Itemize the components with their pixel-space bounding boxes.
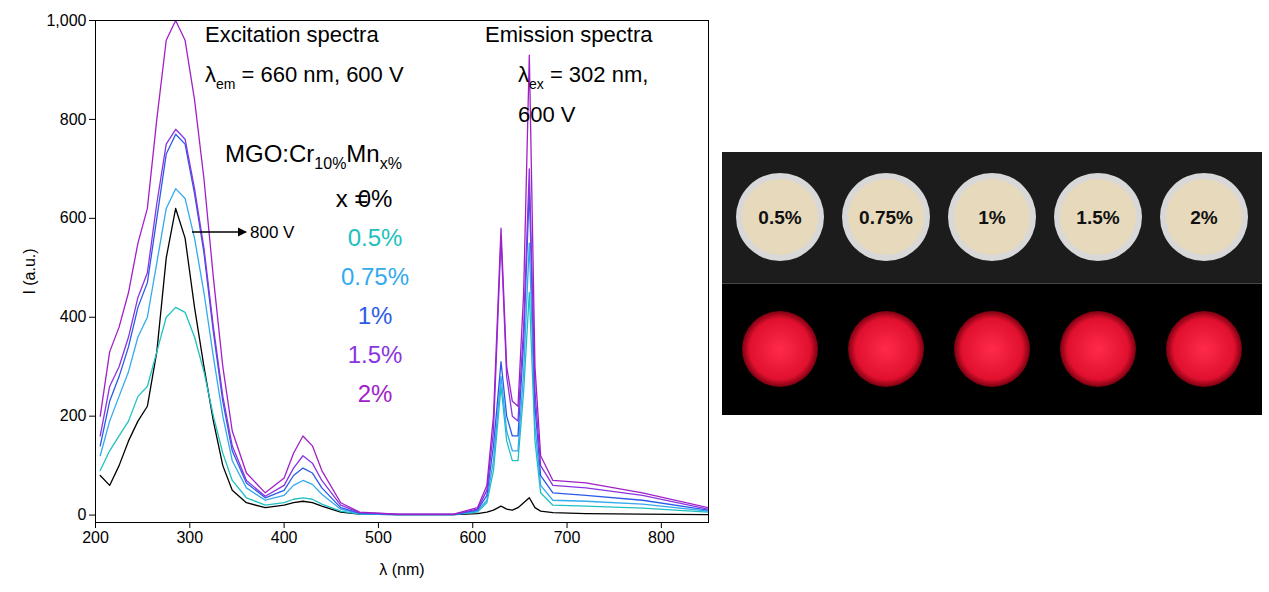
svg-text:600 V: 600 V: [518, 102, 576, 127]
svg-text:x =: x =: [335, 185, 375, 212]
svg-text:0: 0: [78, 506, 87, 523]
svg-text:300: 300: [176, 529, 203, 546]
svg-text:800 V: 800 V: [250, 223, 295, 242]
svg-text:400: 400: [60, 308, 87, 325]
svg-text:1%: 1%: [358, 302, 393, 329]
svg-text:2%: 2%: [358, 380, 393, 407]
svg-text:0%: 0%: [358, 185, 393, 212]
svg-text:0.75%: 0.75%: [859, 207, 913, 228]
svg-text:800: 800: [60, 111, 87, 128]
svg-text:500: 500: [365, 529, 392, 546]
svg-text:0.5%: 0.5%: [758, 207, 801, 228]
svg-text:0.75%: 0.75%: [341, 263, 409, 290]
svg-text:700: 700: [554, 529, 581, 546]
svg-text:600: 600: [459, 529, 486, 546]
svg-text:λex = 302 nm,: λex = 302 nm,: [518, 62, 648, 92]
svg-text:1.5%: 1.5%: [348, 341, 403, 368]
svg-text:1,000: 1,000: [46, 12, 86, 29]
svg-text:800: 800: [648, 529, 675, 546]
svg-text:λ (nm): λ (nm): [379, 561, 424, 578]
svg-text:1%: 1%: [978, 207, 1006, 228]
svg-text:λem = 660 nm, 600 V: λem = 660 nm, 600 V: [205, 62, 404, 92]
svg-text:2%: 2%: [1190, 207, 1218, 228]
svg-text:I (a.u.): I (a.u.): [21, 248, 38, 294]
svg-text:200: 200: [60, 407, 87, 424]
svg-text:600: 600: [60, 209, 87, 226]
svg-text:0.5%: 0.5%: [348, 224, 403, 251]
svg-text:200: 200: [82, 529, 109, 546]
svg-text:Excitation spectra: Excitation spectra: [205, 22, 379, 47]
svg-text:MGO:Cr10%Mnx%: MGO:Cr10%Mnx%: [225, 140, 402, 172]
svg-text:400: 400: [271, 529, 298, 546]
svg-text:1.5%: 1.5%: [1076, 207, 1119, 228]
svg-text:Emission spectra: Emission spectra: [485, 22, 653, 47]
